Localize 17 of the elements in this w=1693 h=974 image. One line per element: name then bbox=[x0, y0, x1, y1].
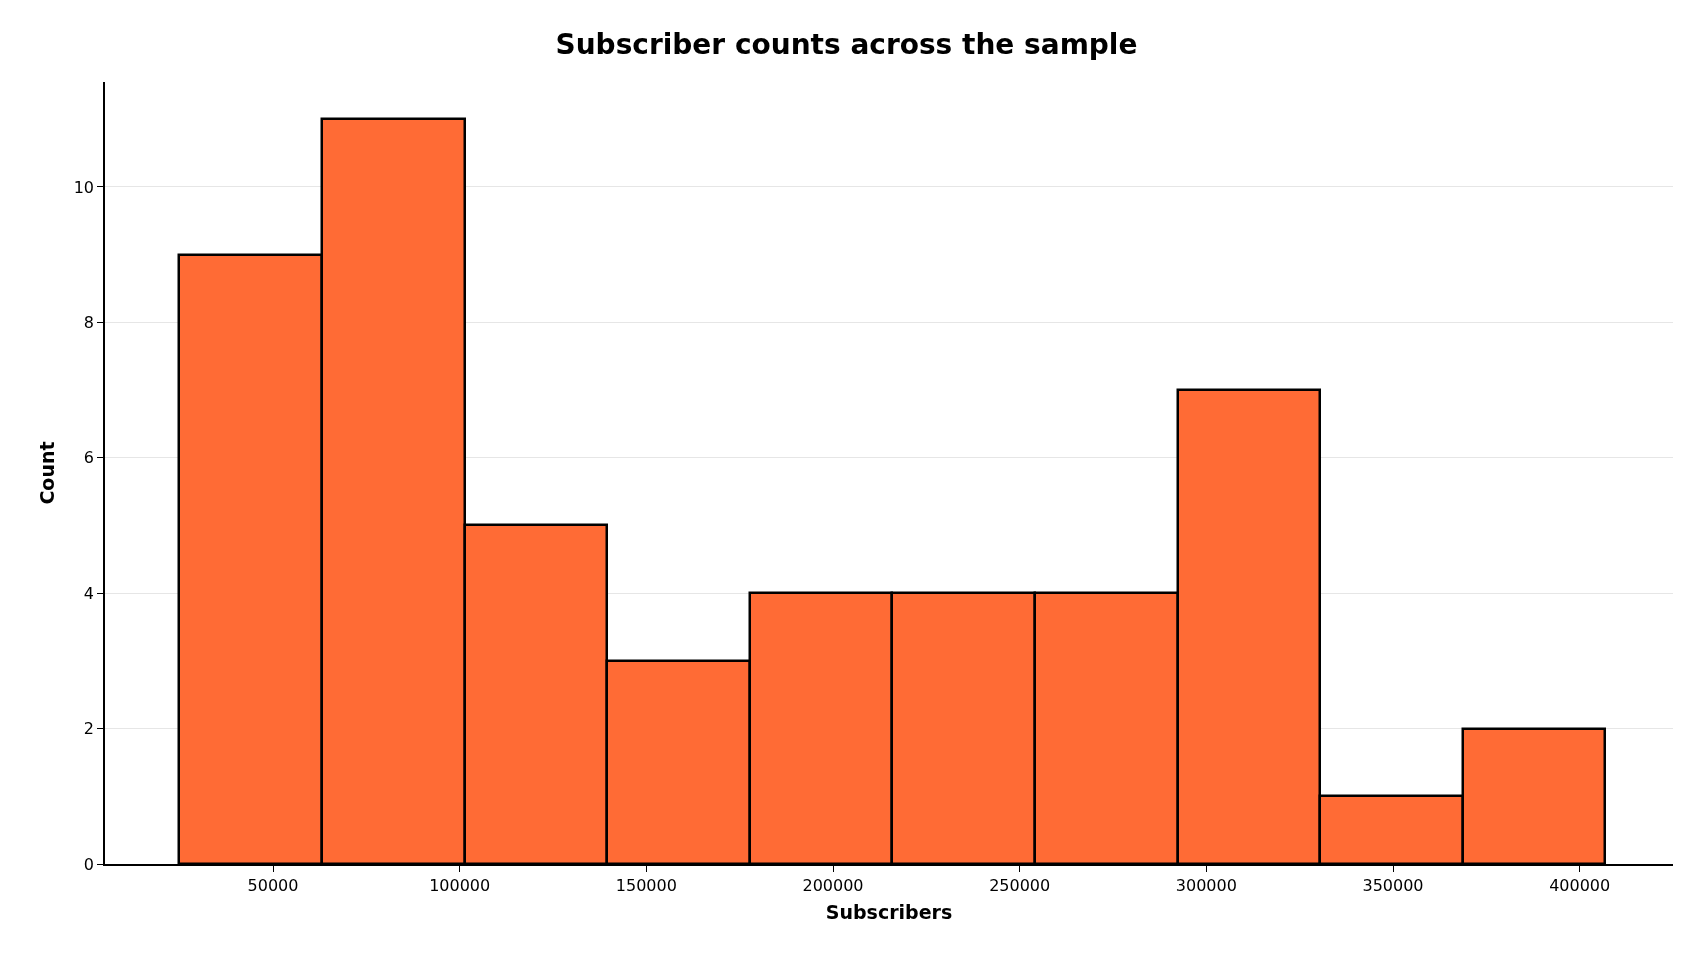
x-tick-label: 400000 bbox=[1549, 875, 1611, 895]
y-tick-label: 10 bbox=[73, 177, 95, 197]
x-tick-label: 50000 bbox=[247, 875, 299, 895]
y-tick-label: 8 bbox=[83, 312, 95, 332]
x-tick-label: 250000 bbox=[989, 875, 1051, 895]
x-tick-label: 200000 bbox=[802, 875, 864, 895]
y-tick-label: 4 bbox=[83, 583, 95, 603]
x-tick-label: 350000 bbox=[1362, 875, 1424, 895]
y-tick-label: 2 bbox=[83, 719, 95, 739]
y-tick-label: 6 bbox=[83, 448, 95, 468]
x-tick-label: 300000 bbox=[1175, 875, 1237, 895]
x-tick-label: 150000 bbox=[615, 875, 677, 895]
y-tick-label: 0 bbox=[83, 854, 95, 874]
chart-title: Subscriber counts across the sample bbox=[555, 27, 1138, 61]
x-tick-label: 100000 bbox=[429, 875, 491, 895]
y-axis-title: Count bbox=[36, 441, 59, 505]
x-axis-title: Subscribers bbox=[825, 901, 953, 924]
